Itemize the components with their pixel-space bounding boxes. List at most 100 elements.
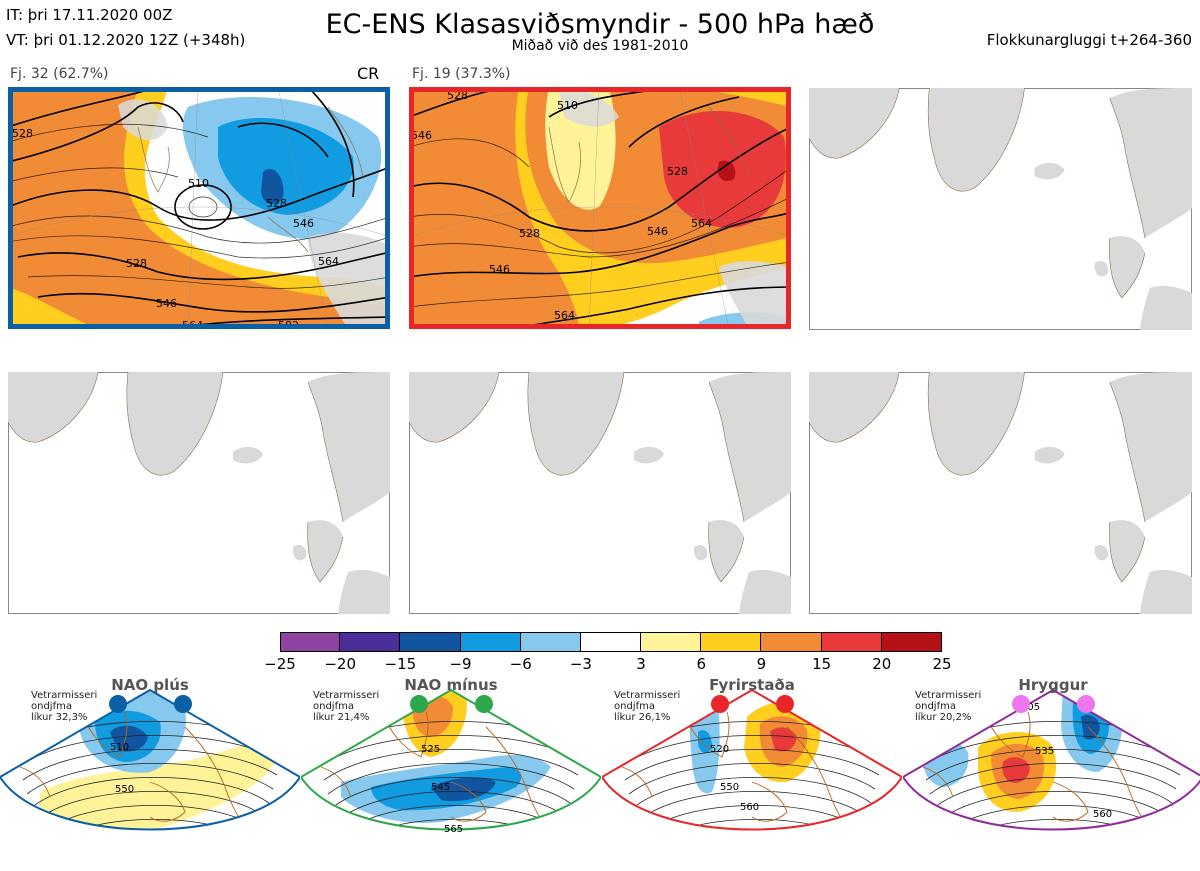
page-title: EC-ENS Klasasviðsmyndir - 500 hPa hæð (325, 9, 875, 40)
regime-note-months: ondjfma (915, 701, 956, 712)
colorbar-swatch (821, 632, 882, 652)
panel-1-border (8, 87, 390, 329)
panel-1-contour-label: 546 (293, 217, 314, 230)
regime-marker-dot (1077, 695, 1095, 713)
colorbar-tick-label: 3 (636, 655, 646, 673)
colorbar-tick-label: −20 (324, 655, 356, 673)
panel-2-contour-label: 546 (489, 263, 510, 276)
cluster-map-2: 528 510 546 528 546 564 528 564 546 (409, 87, 791, 329)
regime-contour-label: 560 (1093, 809, 1112, 820)
panel-1-contour-label: 510 (188, 177, 209, 190)
colorbar (280, 632, 942, 652)
regime-marker-dot (776, 695, 794, 713)
regime-panel: 510 550 NAO plús Vetrarmisseri ondjfma lí… (0, 672, 300, 871)
cluster-map-1-graphic: 528 510 528 546 564 528 546 564 582 (8, 87, 390, 329)
cluster-map-2-graphic: 528 510 546 528 546 564 528 564 546 (409, 87, 791, 329)
regime-note: Vetrarmisseri ondjfma líkur 20,2% (915, 690, 981, 723)
panel-2-contour-label: 546 (647, 225, 668, 238)
panel-1-contour-label: 546 (156, 297, 177, 310)
regime-marker-dot (109, 695, 127, 713)
empty-map-5 (409, 372, 791, 614)
panel-1-tag: CR (357, 64, 380, 83)
regime-contour-label: 510 (110, 742, 129, 753)
panel-1-label: Fj. 32 (62.7%) (10, 66, 109, 82)
panel-2-contour-label: 528 (667, 165, 688, 178)
regime-note: Vetrarmisseri ondjfma líkur 26,1% (614, 690, 680, 723)
regime-contour-label: 525 (421, 744, 440, 755)
classification-window-label: Flokkunargluggi t+264-360 (986, 31, 1192, 49)
regime-title: Fyrirstaða (709, 676, 795, 694)
regime-title: NAO mínus (404, 676, 498, 694)
regime-marker-dot (1012, 695, 1030, 713)
colorbar-tick-label: 20 (872, 655, 892, 673)
panel-2-border (409, 87, 791, 329)
regime-note-season: Vetrarmisseri (31, 690, 98, 701)
regime-panel: 520 550 560 Fyrirstaða Vetrarmisseri ondjf… (602, 672, 902, 871)
initial-time-label: IT: þri 17.11.2020 00Z (6, 6, 173, 24)
regime-map: 525 545 565 (301, 688, 601, 835)
colorbar-tick-label: 9 (756, 655, 767, 673)
regime-marker-dot (475, 695, 493, 713)
colorbar-swatch (460, 632, 521, 652)
colorbar-swatch (520, 632, 581, 652)
regime-contour-label: 535 (1035, 746, 1054, 757)
regime-contour-label: 560 (740, 802, 759, 813)
valid-time-label: VT: þri 01.12.2020 12Z (+348h) (6, 31, 246, 49)
empty-map-6 (809, 372, 1192, 614)
regime-note-probability: líkur 21,4% (313, 712, 370, 723)
empty-map-graphic (8, 372, 390, 614)
empty-map-graphic (809, 88, 1192, 330)
regime-note-season: Vetrarmisseri (614, 690, 681, 701)
panel-1-contour-label: 528 (12, 127, 33, 140)
colorbar-swatch (641, 632, 702, 652)
colorbar-swatch (580, 632, 642, 652)
regime-marker-dot (174, 695, 192, 713)
regime-contour-label: 550 (720, 782, 739, 793)
regime-note: Vetrarmisseri ondjfma líkur 32,3% (31, 690, 97, 723)
regime-contour-label: 565 (444, 824, 463, 835)
panel-1-contour-label: 564 (318, 255, 339, 268)
panel-1-contour-label: 528 (266, 197, 287, 210)
empty-map-4 (8, 372, 390, 614)
colorbar-swatch (280, 632, 341, 652)
empty-map-3 (809, 88, 1192, 330)
colorbar-tick-label: −3 (569, 655, 592, 673)
colorbar-tick-label: 25 (932, 655, 952, 673)
empty-map-graphic (809, 372, 1192, 614)
regime-note-probability: líkur 26,1% (614, 712, 671, 723)
colorbar-swatch (881, 632, 942, 652)
empty-map-graphic (409, 372, 791, 614)
regime-marker-dot (711, 695, 729, 713)
regime-contour-label: 550 (115, 784, 134, 795)
regime-contour-label: 520 (710, 744, 729, 755)
regime-note: Vetrarmisseri ondjfma líkur 21,4% (313, 690, 379, 723)
colorbar-tick-label: −25 (264, 655, 296, 673)
colorbar-tick-label: −6 (509, 655, 532, 673)
panel-2-contour-label: 510 (557, 99, 578, 112)
colorbar-tick-label: −15 (384, 655, 417, 673)
regime-title: Hryggur (1018, 676, 1088, 694)
regime-note-months: ondjfma (313, 701, 354, 712)
regime-panel: 505 535 560 Hryggur Vetrarmisseri ondjfma … (903, 672, 1200, 871)
regime-note-probability: líkur 20,2% (915, 712, 972, 723)
regime-panel: 525 545 565 NAO mínus Vetrarmisseri ondjfm… (301, 672, 601, 871)
panel-2-contour-label: 564 (554, 309, 575, 322)
panel-2-contour-label: 528 (519, 227, 540, 240)
colorbar-swatch (701, 632, 762, 652)
panel-2-contour-label: 528 (447, 89, 468, 102)
regime-contour-label: 545 (431, 782, 450, 793)
panel-2-contour-label: 564 (691, 217, 712, 230)
regime-contour-label: 505 (1021, 702, 1040, 713)
colorbar-swatch (400, 632, 461, 652)
panel-1-contour-label: 528 (126, 257, 147, 270)
colorbar-swatch (340, 632, 401, 652)
regime-note-months: ondjfma (31, 701, 72, 712)
regime-marker-dot (410, 695, 428, 713)
regime-map: 510 550 (0, 688, 300, 831)
colorbar-tick-label: 6 (696, 655, 707, 673)
regime-note-season: Vetrarmisseri (313, 690, 380, 701)
colorbar-swatch (761, 632, 822, 652)
colorbar-tick-label: 15 (812, 655, 832, 673)
cluster-map-1: 528 510 528 546 564 528 546 564 582 (8, 87, 390, 329)
